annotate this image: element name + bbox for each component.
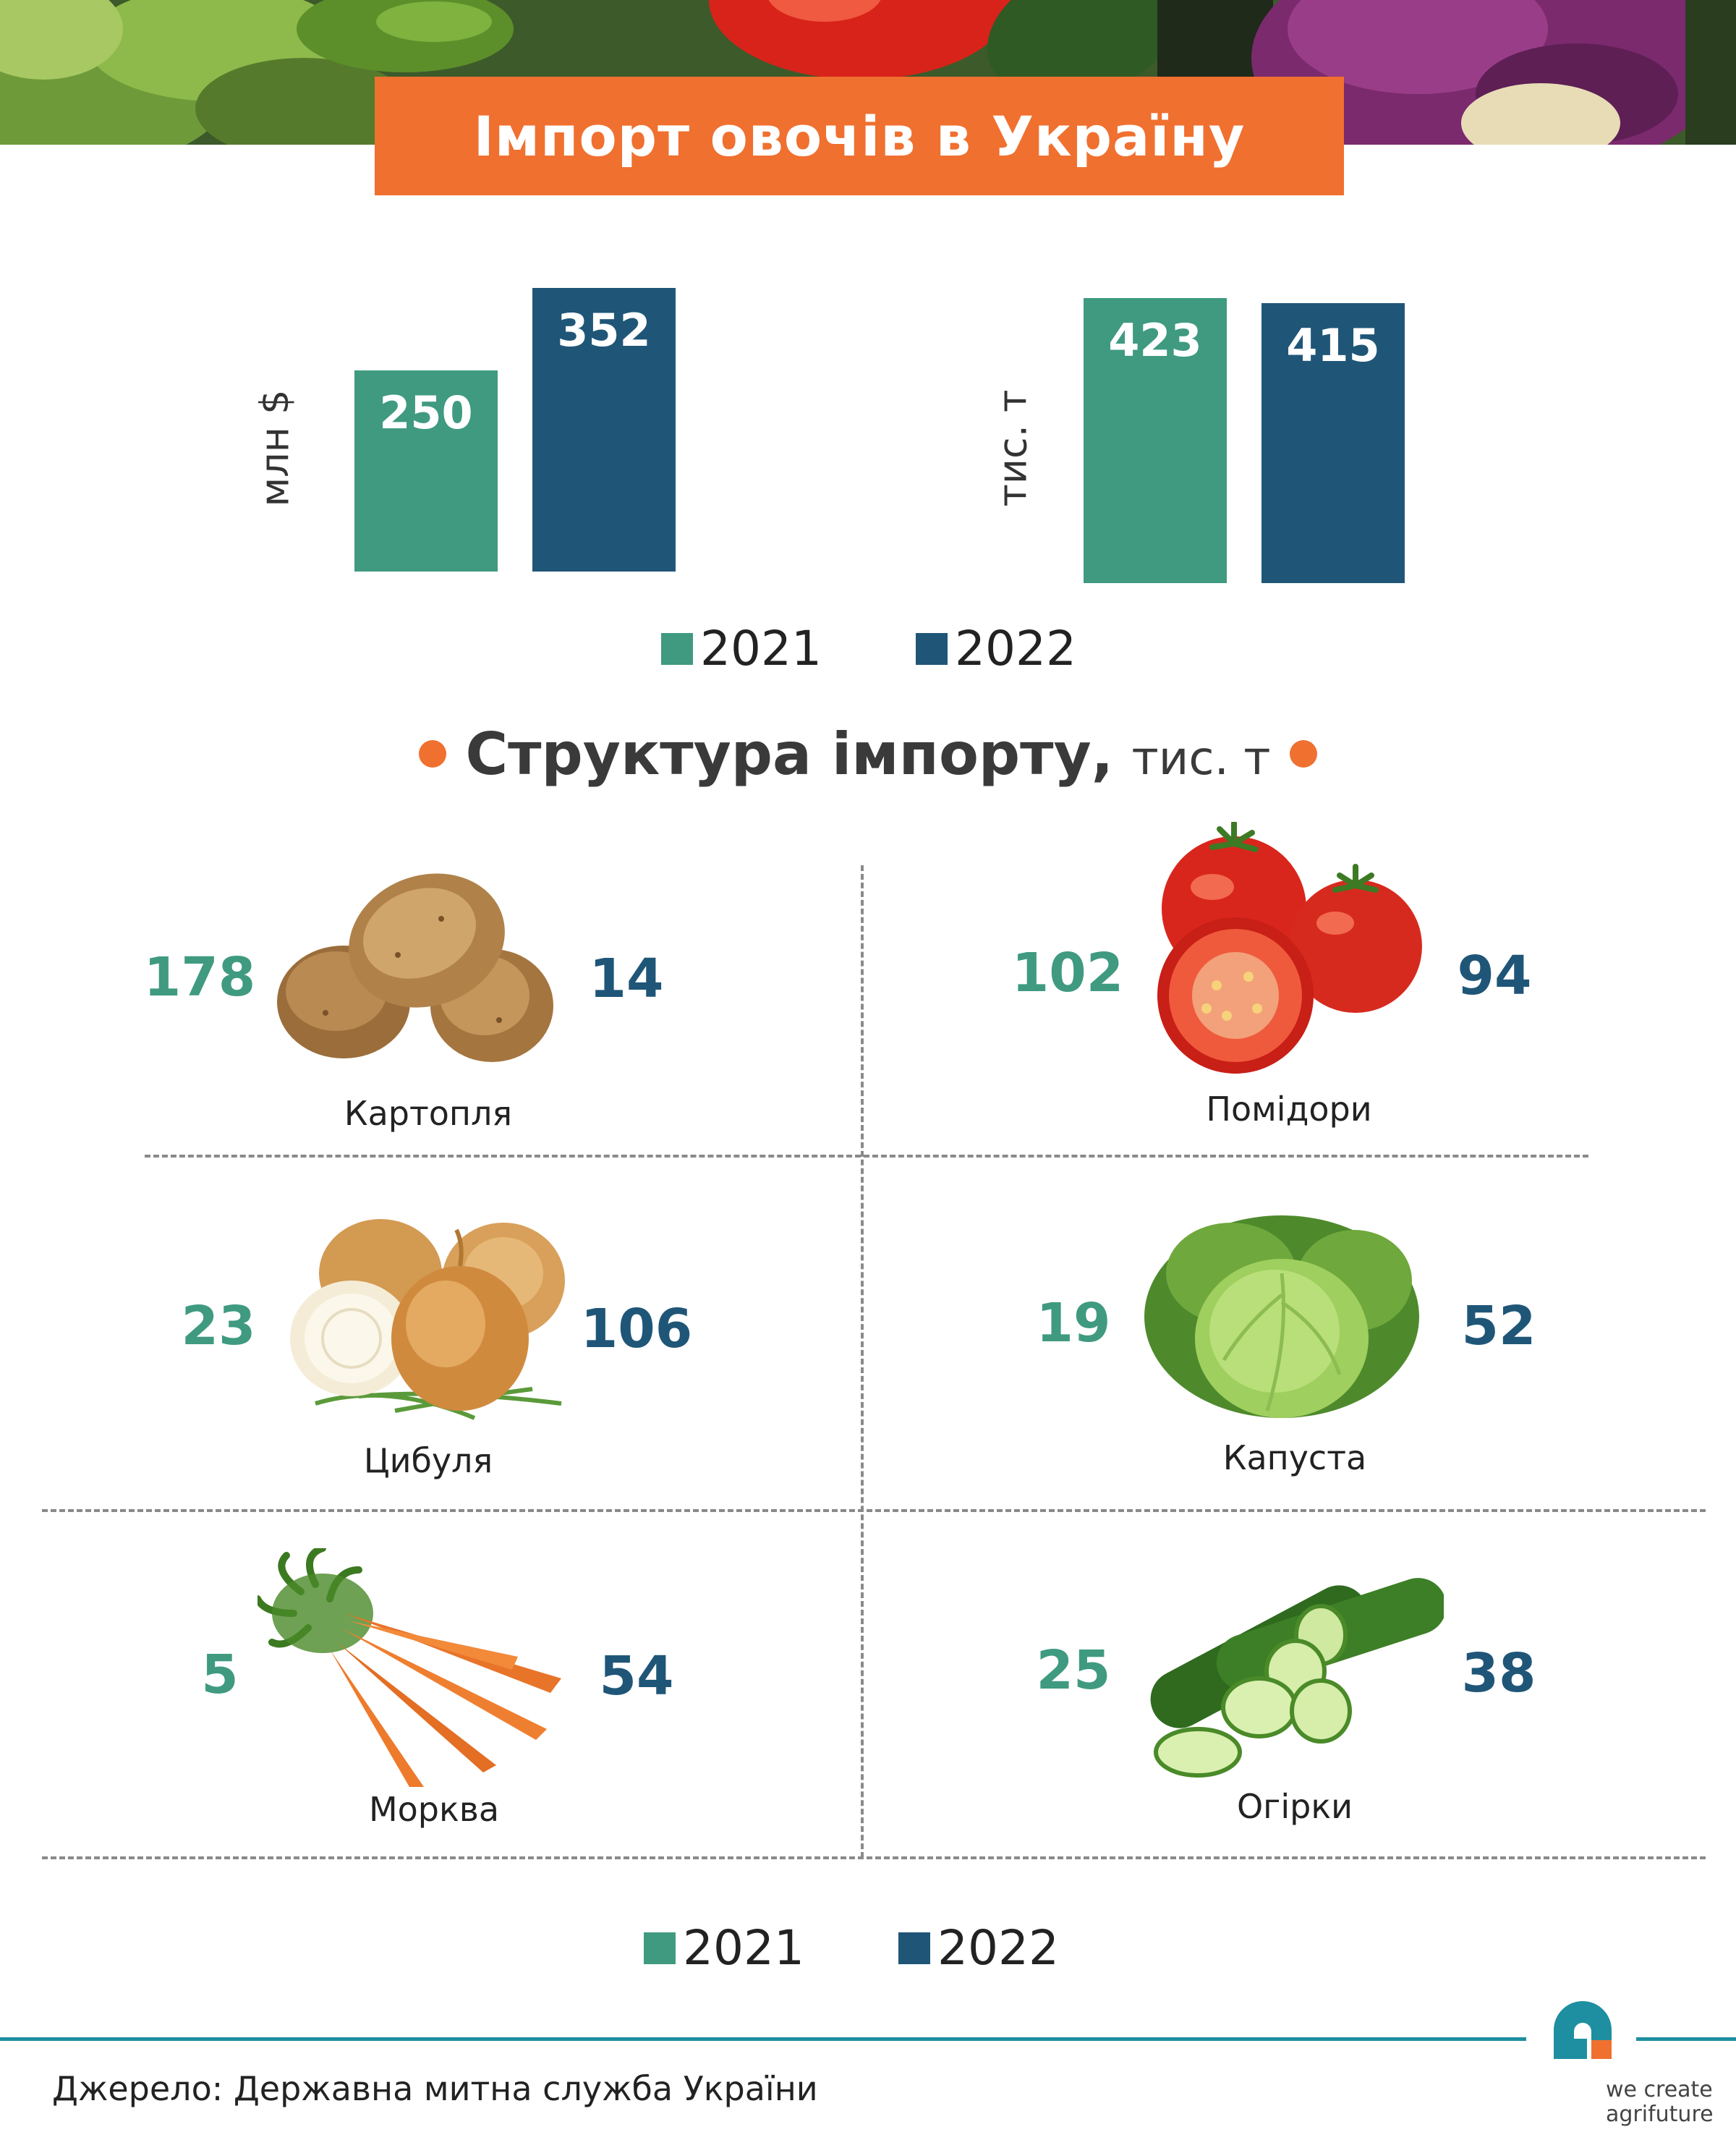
cabbage-label: Капуста bbox=[1222, 1438, 1367, 1477]
volume-chart-unit: тис. т bbox=[990, 389, 1036, 507]
onion-icon bbox=[290, 1219, 565, 1420]
legend-swatch-2021 bbox=[661, 632, 693, 665]
page-title: Імпорт овочів в Україну bbox=[473, 103, 1246, 169]
cucumber-value-2022: 38 bbox=[1461, 1642, 1536, 1704]
volume-bar-2021: 423 bbox=[1084, 298, 1227, 583]
cucumber-label: Огірки bbox=[1236, 1787, 1353, 1826]
value-bar-2022: 352 bbox=[532, 288, 676, 572]
onion-value-2022: 106 bbox=[580, 1298, 693, 1360]
tomato-value-2021: 102 bbox=[1011, 942, 1124, 1004]
legend-label-2021: 2021 bbox=[700, 621, 822, 676]
brand-line2: agrifuture bbox=[1606, 2102, 1714, 2127]
legend-swatch-2022 bbox=[898, 1932, 930, 1964]
grid-divider-vertical bbox=[861, 865, 864, 1858]
legend-swatch-2021 bbox=[644, 1932, 676, 1964]
cabbage-value-2022: 52 bbox=[1461, 1295, 1536, 1357]
source-note: Джерело: Державна митна служба України bbox=[52, 2069, 818, 2108]
legend-label-2022: 2022 bbox=[954, 621, 1076, 676]
value-label-2021: 250 bbox=[379, 386, 473, 439]
tomato-value-2022: 94 bbox=[1457, 945, 1532, 1007]
potato-value-2021: 178 bbox=[143, 946, 256, 1009]
grid-divider-row2 bbox=[42, 1509, 1706, 1512]
volume-label-2022: 415 bbox=[1286, 319, 1380, 372]
volume-label-2021: 423 bbox=[1108, 314, 1202, 367]
volume-bar-2022: 415 bbox=[1261, 303, 1405, 583]
carrot-value-2021: 5 bbox=[201, 1644, 239, 1706]
value-bar-2021: 250 bbox=[354, 370, 498, 572]
brand-logo-icon bbox=[1554, 2001, 1612, 2059]
structure-title: Структура імпорту, bbox=[465, 721, 1114, 788]
value-label-2022: 352 bbox=[557, 304, 651, 357]
carrot-value-2022: 54 bbox=[599, 1645, 674, 1707]
footer-divider bbox=[0, 2037, 1526, 2041]
brand-logo-text: we create agrifuture bbox=[1606, 2078, 1729, 2127]
cucumber-icon bbox=[1150, 1578, 1444, 1778]
orange-dot-left bbox=[419, 740, 447, 768]
tomato-icon bbox=[1157, 822, 1422, 1074]
legend-swatch-2022 bbox=[915, 632, 948, 665]
grid-divider-row1 bbox=[145, 1155, 1588, 1158]
legend-top: 2021 2022 bbox=[661, 621, 1076, 676]
title-banner: Імпорт овочів в Україну bbox=[375, 77, 1344, 195]
potato-label: Картопля bbox=[344, 1094, 513, 1133]
legend-label-2021: 2021 bbox=[683, 1920, 804, 1976]
potato-value-2022: 14 bbox=[589, 948, 664, 1010]
footer-divider-right bbox=[1636, 2037, 1736, 2041]
grid-divider-row3 bbox=[42, 1856, 1706, 1859]
header-vegetable-banner bbox=[0, 0, 1736, 145]
legend-bottom: 2021 2022 bbox=[644, 1920, 1059, 1976]
carrot-icon bbox=[258, 1548, 561, 1787]
cucumber-value-2021: 25 bbox=[1036, 1639, 1111, 1702]
onion-value-2021: 23 bbox=[181, 1295, 256, 1357]
legend-label-2022: 2022 bbox=[937, 1920, 1059, 1976]
brand-line1: we create bbox=[1606, 2077, 1713, 2102]
potato-icon bbox=[277, 873, 553, 1062]
structure-heading: Структура імпорту, тис. т bbox=[0, 721, 1736, 788]
cabbage-icon bbox=[1144, 1215, 1419, 1418]
carrot-label: Морква bbox=[368, 1790, 500, 1829]
onion-label: Цибуля bbox=[363, 1441, 493, 1480]
cabbage-value-2021: 19 bbox=[1036, 1292, 1111, 1354]
orange-dot-right bbox=[1289, 740, 1317, 768]
structure-unit: тис. т bbox=[1131, 732, 1271, 786]
tomato-label: Помідори bbox=[1206, 1090, 1372, 1129]
value-chart-unit: млн $ bbox=[252, 389, 298, 507]
